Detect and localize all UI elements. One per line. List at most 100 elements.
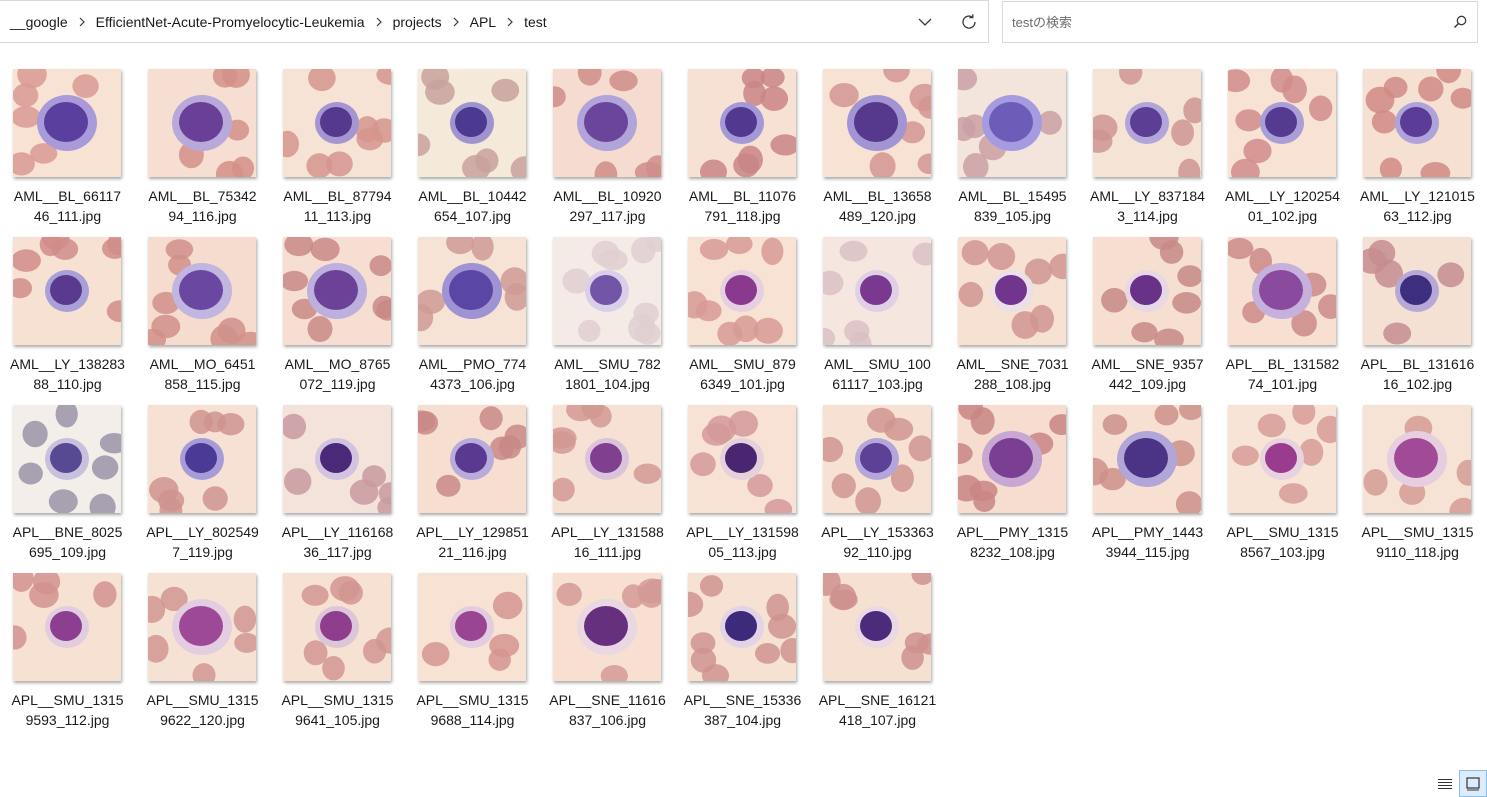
file-thumbnail[interactable]	[553, 69, 661, 177]
file-item[interactable]: AML__BL_87794 11_113.jpg	[270, 69, 405, 234]
file-item[interactable]: AML__BL_10920 297_117.jpg	[540, 69, 675, 234]
file-thumbnail[interactable]	[283, 405, 391, 513]
search-box[interactable]	[1002, 1, 1478, 43]
file-thumbnail[interactable]	[13, 69, 121, 177]
file-item[interactable]: AML__SMU_100 61117_103.jpg	[810, 237, 945, 402]
file-item[interactable]: APL__SNE_16121 418_107.jpg	[810, 573, 945, 738]
file-thumbnail[interactable]	[823, 405, 931, 513]
file-item[interactable]: APL__SMU_1315 9641_105.jpg	[270, 573, 405, 738]
file-item[interactable]: APL__BL_131582 74_101.jpg	[1215, 237, 1350, 402]
file-item[interactable]: AML__MO_8765 072_119.jpg	[270, 237, 405, 402]
breadcrumb-item-apl[interactable]: APL	[469, 13, 497, 30]
file-thumbnail[interactable]	[1228, 69, 1336, 177]
file-thumbnail[interactable]	[148, 405, 256, 513]
file-thumbnail[interactable]	[13, 237, 121, 345]
file-name-line-1: AML__SNE_7031	[956, 356, 1069, 372]
details-view-button[interactable]	[1431, 770, 1459, 797]
file-item[interactable]: APL__LY_153363 92_110.jpg	[810, 405, 945, 570]
file-item[interactable]: APL__LY_131588 16_111.jpg	[540, 405, 675, 570]
file-thumbnail[interactable]	[418, 573, 526, 681]
file-thumbnail[interactable]	[823, 573, 931, 681]
file-item[interactable]: AML__PMO_774 4373_106.jpg	[405, 237, 540, 402]
file-thumbnail[interactable]	[553, 405, 661, 513]
file-thumbnail[interactable]	[688, 573, 796, 681]
chevron-right-icon[interactable]	[499, 17, 521, 27]
address-bar[interactable]: __google EfficientNet-Acute-Promyelocyti…	[0, 0, 989, 43]
file-item[interactable]: AML__LY_837184 3_114.jpg	[1080, 69, 1215, 234]
file-item[interactable]: AML__SNE_9357 442_109.jpg	[1080, 237, 1215, 402]
file-thumbnail[interactable]	[1093, 405, 1201, 513]
file-thumbnail[interactable]	[418, 69, 526, 177]
file-thumbnail[interactable]	[1093, 237, 1201, 345]
file-item[interactable]: AML__SNE_7031 288_108.jpg	[945, 237, 1080, 402]
file-thumbnail[interactable]	[13, 573, 121, 681]
file-thumbnail[interactable]	[418, 405, 526, 513]
file-item[interactable]: AML__BL_11076 791_118.jpg	[675, 69, 810, 234]
file-thumbnail[interactable]	[1363, 69, 1471, 177]
file-item[interactable]: APL__LY_116168 36_117.jpg	[270, 405, 405, 570]
file-thumbnail[interactable]	[1363, 405, 1471, 513]
file-thumbnail[interactable]	[823, 69, 931, 177]
refresh-button[interactable]	[950, 1, 988, 43]
file-name-line-1: AML__MO_6451	[149, 356, 256, 372]
file-item[interactable]: APL__SMU_1315 9110_118.jpg	[1350, 405, 1485, 570]
file-item[interactable]: APL__PMY_1315 8232_108.jpg	[945, 405, 1080, 570]
file-thumbnail[interactable]	[148, 69, 256, 177]
breadcrumb-item-efficientnet[interactable]: EfficientNet-Acute-Promyelocytic-Leukemi…	[95, 13, 365, 30]
file-thumbnail[interactable]	[1228, 405, 1336, 513]
file-item[interactable]: AML__SMU_782 1801_104.jpg	[540, 237, 675, 402]
file-thumbnail[interactable]	[1093, 69, 1201, 177]
file-thumbnail[interactable]	[1228, 237, 1336, 345]
file-thumbnail[interactable]	[148, 573, 256, 681]
file-item[interactable]: APL__BL_131616 16_102.jpg	[1350, 237, 1485, 402]
file-item[interactable]: APL__LY_129851 21_116.jpg	[405, 405, 540, 570]
file-item[interactable]: APL__BNE_8025 695_109.jpg	[0, 405, 135, 570]
file-thumbnail[interactable]	[13, 405, 121, 513]
file-item[interactable]: AML__LY_120254 01_102.jpg	[1215, 69, 1350, 234]
breadcrumb-item-test[interactable]: test	[524, 13, 547, 30]
file-thumbnail[interactable]	[688, 69, 796, 177]
file-name-line-2: 9110_118.jpg	[1376, 544, 1459, 560]
file-item[interactable]: AML__SMU_879 6349_101.jpg	[675, 237, 810, 402]
chevron-right-icon[interactable]	[445, 17, 467, 27]
large-icons-view-button[interactable]	[1459, 770, 1487, 797]
file-item[interactable]: APL__SNE_11616 837_106.jpg	[540, 573, 675, 738]
file-thumbnail[interactable]	[688, 237, 796, 345]
file-item[interactable]: APL__SMU_1315 9688_114.jpg	[405, 573, 540, 738]
file-item[interactable]: APL__SMU_1315 9622_120.jpg	[135, 573, 270, 738]
chevron-right-icon[interactable]	[368, 17, 390, 27]
file-item[interactable]: AML__LY_121015 63_112.jpg	[1350, 69, 1485, 234]
file-item[interactable]: AML__BL_10442 654_107.jpg	[405, 69, 540, 234]
file-thumbnail[interactable]	[283, 237, 391, 345]
file-thumbnail[interactable]	[553, 573, 661, 681]
search-input[interactable]	[1003, 13, 1434, 31]
file-thumbnail[interactable]	[958, 237, 1066, 345]
file-item[interactable]: APL__SMU_1315 9593_112.jpg	[0, 573, 135, 738]
file-thumbnail[interactable]	[688, 405, 796, 513]
file-item[interactable]: AML__BL_15495 839_105.jpg	[945, 69, 1080, 234]
file-item[interactable]: AML__MO_6451 858_115.jpg	[135, 237, 270, 402]
file-item[interactable]: APL__LY_802549 7_119.jpg	[135, 405, 270, 570]
history-dropdown-button[interactable]	[906, 1, 944, 43]
file-item[interactable]: APL__LY_131598 05_113.jpg	[675, 405, 810, 570]
file-thumbnail[interactable]	[1363, 237, 1471, 345]
file-thumbnail[interactable]	[958, 69, 1066, 177]
chevron-right-icon[interactable]	[71, 17, 93, 27]
file-thumbnail[interactable]	[283, 69, 391, 177]
file-item[interactable]: AML__BL_13658 489_120.jpg	[810, 69, 945, 234]
search-icon[interactable]	[1453, 15, 1467, 34]
file-thumbnail[interactable]	[823, 237, 931, 345]
file-item[interactable]: APL__PMY_1443 3944_115.jpg	[1080, 405, 1215, 570]
file-thumbnail[interactable]	[418, 237, 526, 345]
file-item[interactable]: APL__SMU_1315 8567_103.jpg	[1215, 405, 1350, 570]
breadcrumb-item-google[interactable]: __google	[10, 13, 68, 30]
file-thumbnail[interactable]	[283, 573, 391, 681]
file-thumbnail[interactable]	[148, 237, 256, 345]
file-thumbnail[interactable]	[958, 405, 1066, 513]
file-thumbnail[interactable]	[553, 237, 661, 345]
file-item[interactable]: AML__LY_138283 88_110.jpg	[0, 237, 135, 402]
file-item[interactable]: AML__BL_75342 94_116.jpg	[135, 69, 270, 234]
file-item[interactable]: AML__BL_66117 46_111.jpg	[0, 69, 135, 234]
file-item[interactable]: APL__SNE_15336 387_104.jpg	[675, 573, 810, 738]
breadcrumb-item-projects[interactable]: projects	[392, 13, 442, 30]
